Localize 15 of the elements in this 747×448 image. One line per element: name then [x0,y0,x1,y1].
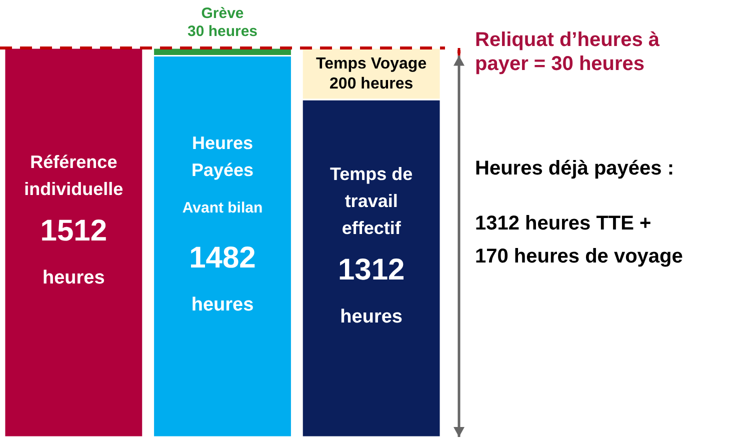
text: 1312 heures TTE + [475,212,652,234]
text: Heures déjà payées : [475,157,674,180]
series-label: Temps de travail effectif [330,164,413,238]
series-label: Référence individuelle [24,152,124,199]
series-label: Temps Voyage [316,56,427,73]
annotation: Avant bilan [182,199,263,216]
data-label: 1312 heures [338,254,405,328]
data-label: 1482 heures [189,241,256,316]
series-label: Heures Payées [191,132,254,180]
text: 170 heures de voyage [475,245,683,268]
data-label: 30 heures [187,23,258,40]
text: Reliquat d’heures à payer = 30 heures [475,28,660,75]
series-label: Grève [201,5,244,22]
data-label: 200 heures [330,76,414,93]
data-label: 1512 heures [40,214,108,288]
